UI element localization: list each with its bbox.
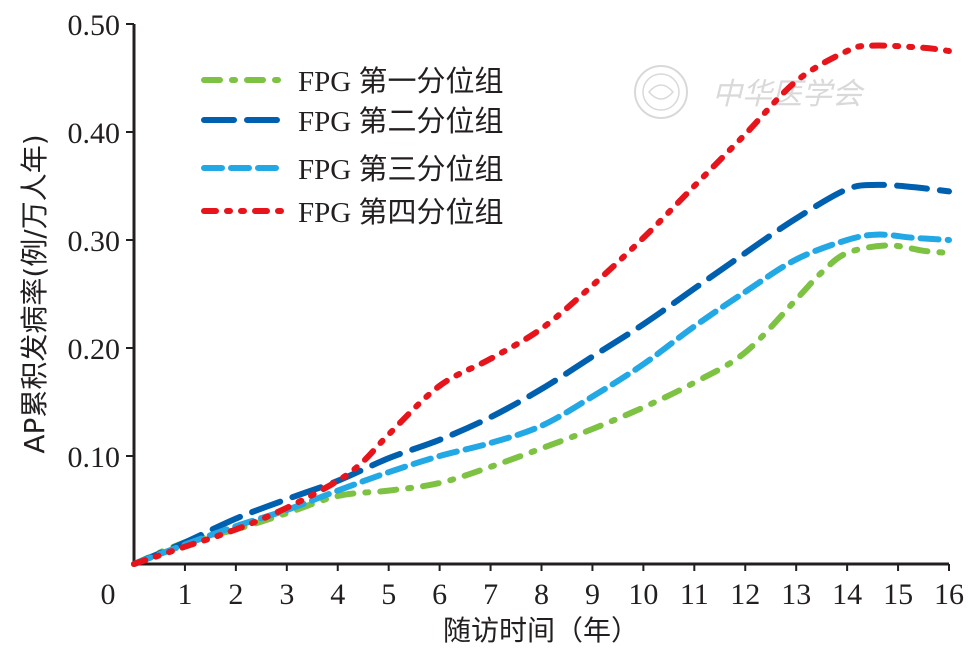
legend-item: FPG 第二分位组 (201, 105, 503, 138)
watermark: 中华医学会 (634, 65, 865, 119)
x-tick-label: 2 (228, 578, 243, 611)
x-ticks: 0 1 2 3 4 5 6 7 8 9 10 11 12 13 14 15 16 (101, 564, 964, 611)
y-tick-label: 0.30 (68, 225, 121, 258)
x-tick-label: 3 (279, 578, 294, 611)
x-tick-label: 9 (585, 578, 600, 611)
y-tick-label: 0.50 (68, 9, 121, 42)
x-tick-label: 1 (177, 578, 192, 611)
y-tick-label: 0.20 (68, 333, 121, 366)
series-layer (131, 42, 952, 567)
x-axis-title: 随访时间（年） (443, 614, 639, 647)
x-tick-label: 11 (680, 578, 709, 611)
x-tick-label: 10 (628, 578, 658, 611)
x-tick-label: 5 (381, 578, 396, 611)
legend-item: FPG 第三分位组 (201, 153, 503, 186)
y-tick-label: 0.40 (68, 117, 121, 150)
x-tick-label: 8 (534, 578, 549, 611)
legend-label: FPG 第一分位组 (298, 65, 503, 98)
series-line-2 (131, 181, 952, 567)
legend-item: FPG 第四分位组 (201, 196, 503, 229)
x-tick-label: 6 (432, 578, 447, 611)
y-ticks: 0.10 0.20 0.30 0.40 0.50 (68, 9, 134, 474)
y-tick-label: 0.10 (68, 441, 121, 474)
legend: FPG 第一分位组 FPG 第二分位组 FPG 第三分位组 FPG 第四分位组 (201, 65, 503, 229)
x-tick-label: 0 (101, 578, 116, 611)
x-tick-label: 15 (883, 578, 913, 611)
legend-item: FPG 第一分位组 (201, 65, 503, 98)
watermark-text: 中华医学会 (712, 77, 865, 112)
y-axis-title: AP累积发病率(例/万人年) (18, 134, 51, 453)
x-tick-label: 16 (934, 578, 964, 611)
series-line-4 (131, 42, 952, 567)
series-line-1 (131, 242, 952, 567)
legend-label: FPG 第二分位组 (298, 105, 503, 138)
x-tick-label: 4 (330, 578, 345, 611)
legend-label: FPG 第三分位组 (298, 153, 503, 186)
watermark-seal-icon (634, 65, 688, 119)
x-tick-label: 14 (832, 578, 862, 611)
x-tick-label: 7 (483, 578, 498, 611)
x-tick-label: 13 (781, 578, 811, 611)
legend-label: FPG 第四分位组 (298, 196, 503, 229)
series-line-3 (131, 231, 952, 567)
x-tick-label: 12 (730, 578, 760, 611)
